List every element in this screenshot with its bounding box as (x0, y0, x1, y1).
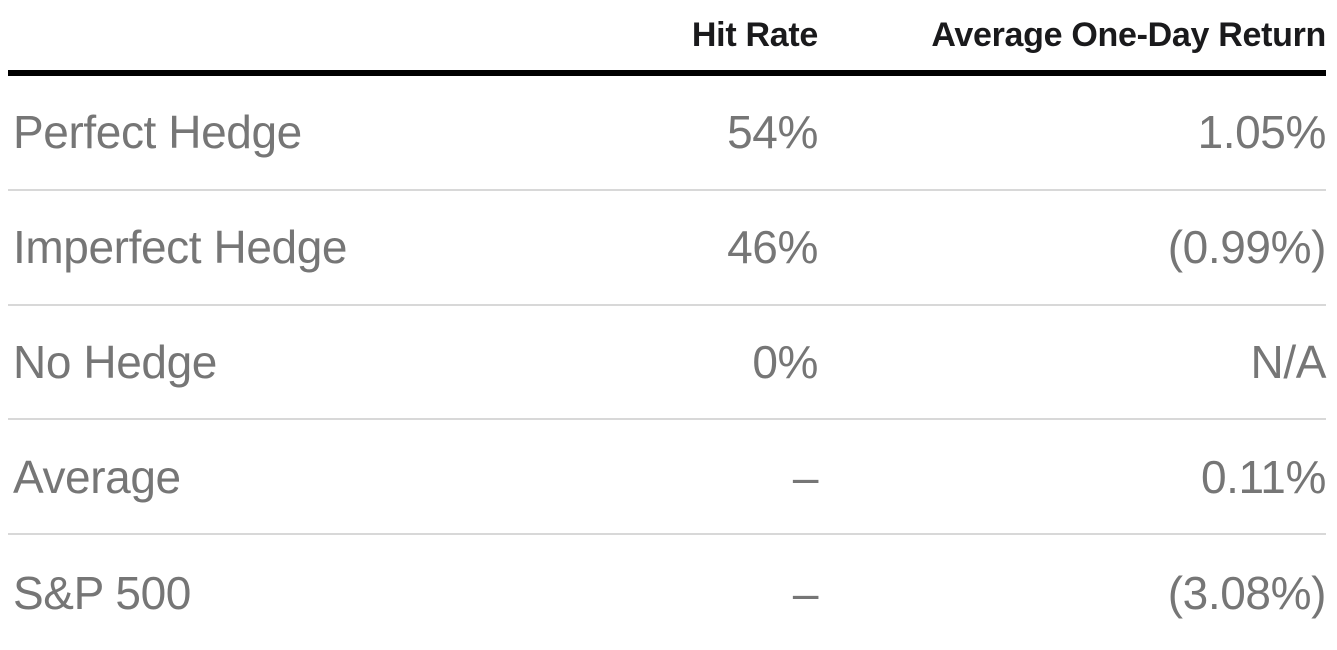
hedge-performance-table: Hit Rate Average One-Day Return Perfect … (8, 0, 1326, 650)
row-label: S&P 500 (13, 566, 191, 619)
row-label: Average (13, 450, 181, 503)
table-row-no-hedge: No Hedge 0% N/A (8, 306, 1326, 421)
hit-rate-value: 54% (727, 106, 818, 159)
hit-rate-value: – (792, 566, 819, 619)
avg-return-value: 1.05% (1197, 106, 1327, 159)
row-label: No Hedge (13, 335, 217, 388)
hit-rate-value: – (792, 450, 819, 503)
row-label: Perfect Hedge (13, 106, 302, 159)
avg-return-value: (3.08%) (1167, 566, 1327, 619)
hit-rate-value: 46% (727, 221, 818, 274)
column-header-hit-rate: Hit Rate (691, 15, 818, 54)
table-header-row: Hit Rate Average One-Day Return (8, 0, 1326, 76)
avg-return-value: N/A (1250, 335, 1327, 388)
table-row-perfect-hedge: Perfect Hedge 54% 1.05% (8, 76, 1326, 191)
hit-rate-value: 0% (752, 335, 818, 388)
avg-return-value: 0.11% (1200, 450, 1326, 503)
table-row-sp500: S&P 500 – (3.08%) (8, 535, 1326, 650)
row-label: Imperfect Hedge (13, 221, 348, 274)
table-row-imperfect-hedge: Imperfect Hedge 46% (0.99%) (8, 191, 1326, 306)
table-row-average: Average – 0.11% (8, 420, 1326, 536)
column-header-avg-one-day-return: Average One-Day Return (931, 15, 1326, 54)
avg-return-value: (0.99%) (1167, 221, 1327, 274)
